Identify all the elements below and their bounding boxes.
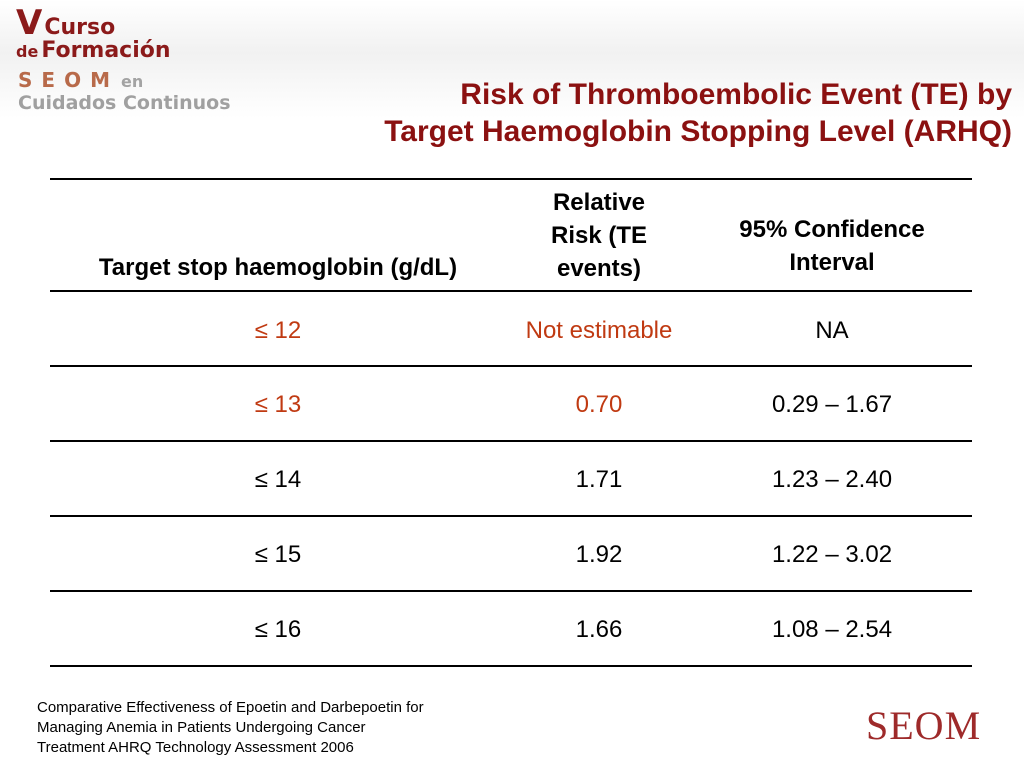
- citation-line: Comparative Effectiveness of Epoetin and…: [37, 699, 424, 716]
- confidence-interval-cell: 1.08 – 2.54: [771, 616, 893, 643]
- logo-line-3: SEOM en: [18, 70, 143, 90]
- target-cell: ≤ 16: [254, 616, 302, 643]
- logo-en-text: en: [120, 72, 144, 91]
- slide-title-line-2: Target Haemoglobin Stopping Level (ARHQ): [384, 115, 1012, 148]
- table-row: ≤ 13 0.70 0.29 – 1.67: [50, 366, 972, 441]
- citation-line: Managing Anemia in Patients Undergoing C…: [37, 719, 366, 736]
- confidence-interval-cell: 1.23 – 2.40: [771, 466, 893, 493]
- slide-title: Risk of Thromboembolic Event (TE) by Tar…: [252, 76, 1012, 150]
- relative-risk-cell: 1.66: [575, 616, 623, 643]
- target-cell: ≤ 15: [254, 541, 302, 568]
- header-relative-risk: Relative Risk (TE events): [506, 179, 692, 292]
- logo-formacion-text: Formación: [41, 38, 171, 63]
- table-row: ≤ 12 Not estimable NA: [50, 291, 972, 366]
- table-header-row: Target stop haemoglobin (g/dL) Relative …: [50, 179, 972, 292]
- logo-seom-text: SEOM: [18, 68, 119, 92]
- header-target-stop: Target stop haemoglobin (g/dL): [50, 179, 506, 292]
- relative-risk-cell: 1.92: [575, 541, 623, 568]
- source-citation: Comparative Effectiveness of Epoetin and…: [37, 698, 507, 758]
- course-logo: VCurso de Formación SEOM en Cuidados Conti…: [14, 4, 264, 116]
- seom-logo: SEOM: [866, 703, 982, 748]
- confidence-interval-cell: 0.29 – 1.67: [771, 391, 893, 418]
- citation-line: Treatment AHRQ Technology Assessment 200…: [37, 739, 354, 756]
- logo-de-text: de: [16, 42, 39, 61]
- table-row: ≤ 14 1.71 1.23 – 2.40: [50, 441, 972, 516]
- target-cell: ≤ 12: [254, 317, 302, 344]
- header-confidence-interval-line: 95% Confidence: [739, 216, 925, 243]
- relative-risk-cell: Not estimable: [525, 317, 673, 344]
- slide-title-line-1: Risk of Thromboembolic Event (TE) by: [460, 78, 1012, 111]
- table-row: ≤ 15 1.92 1.22 – 3.02: [50, 516, 972, 591]
- header-relative-risk-line: Relative: [552, 188, 646, 216]
- target-cell: ≤ 13: [254, 391, 302, 418]
- logo-line-1: VCurso: [16, 6, 115, 40]
- relative-risk-cell: 1.71: [575, 466, 623, 493]
- table-row: ≤ 16 1.66 1.08 – 2.54: [50, 591, 972, 666]
- relative-risk-cell: 0.70: [575, 391, 623, 418]
- header-confidence-interval-line: Interval: [789, 249, 875, 276]
- header-confidence-interval: 95% Confidence Interval: [692, 179, 972, 292]
- confidence-interval-cell: NA: [815, 317, 849, 344]
- header-relative-risk-line: Risk (TE: [550, 221, 648, 249]
- header-banner: [0, 0, 1024, 118]
- logo-cuidados-text: Cuidados Continuos: [18, 92, 231, 114]
- confidence-interval-cell: 1.22 – 3.02: [771, 541, 893, 568]
- header-relative-risk-line: events): [556, 254, 642, 282]
- target-cell: ≤ 14: [254, 466, 302, 493]
- risk-table: Target stop haemoglobin (g/dL) Relative …: [50, 178, 972, 667]
- logo-curso-text: Curso: [44, 15, 116, 40]
- logo-line-2: de Formación: [16, 40, 171, 62]
- logo-v-letter: V: [16, 3, 43, 43]
